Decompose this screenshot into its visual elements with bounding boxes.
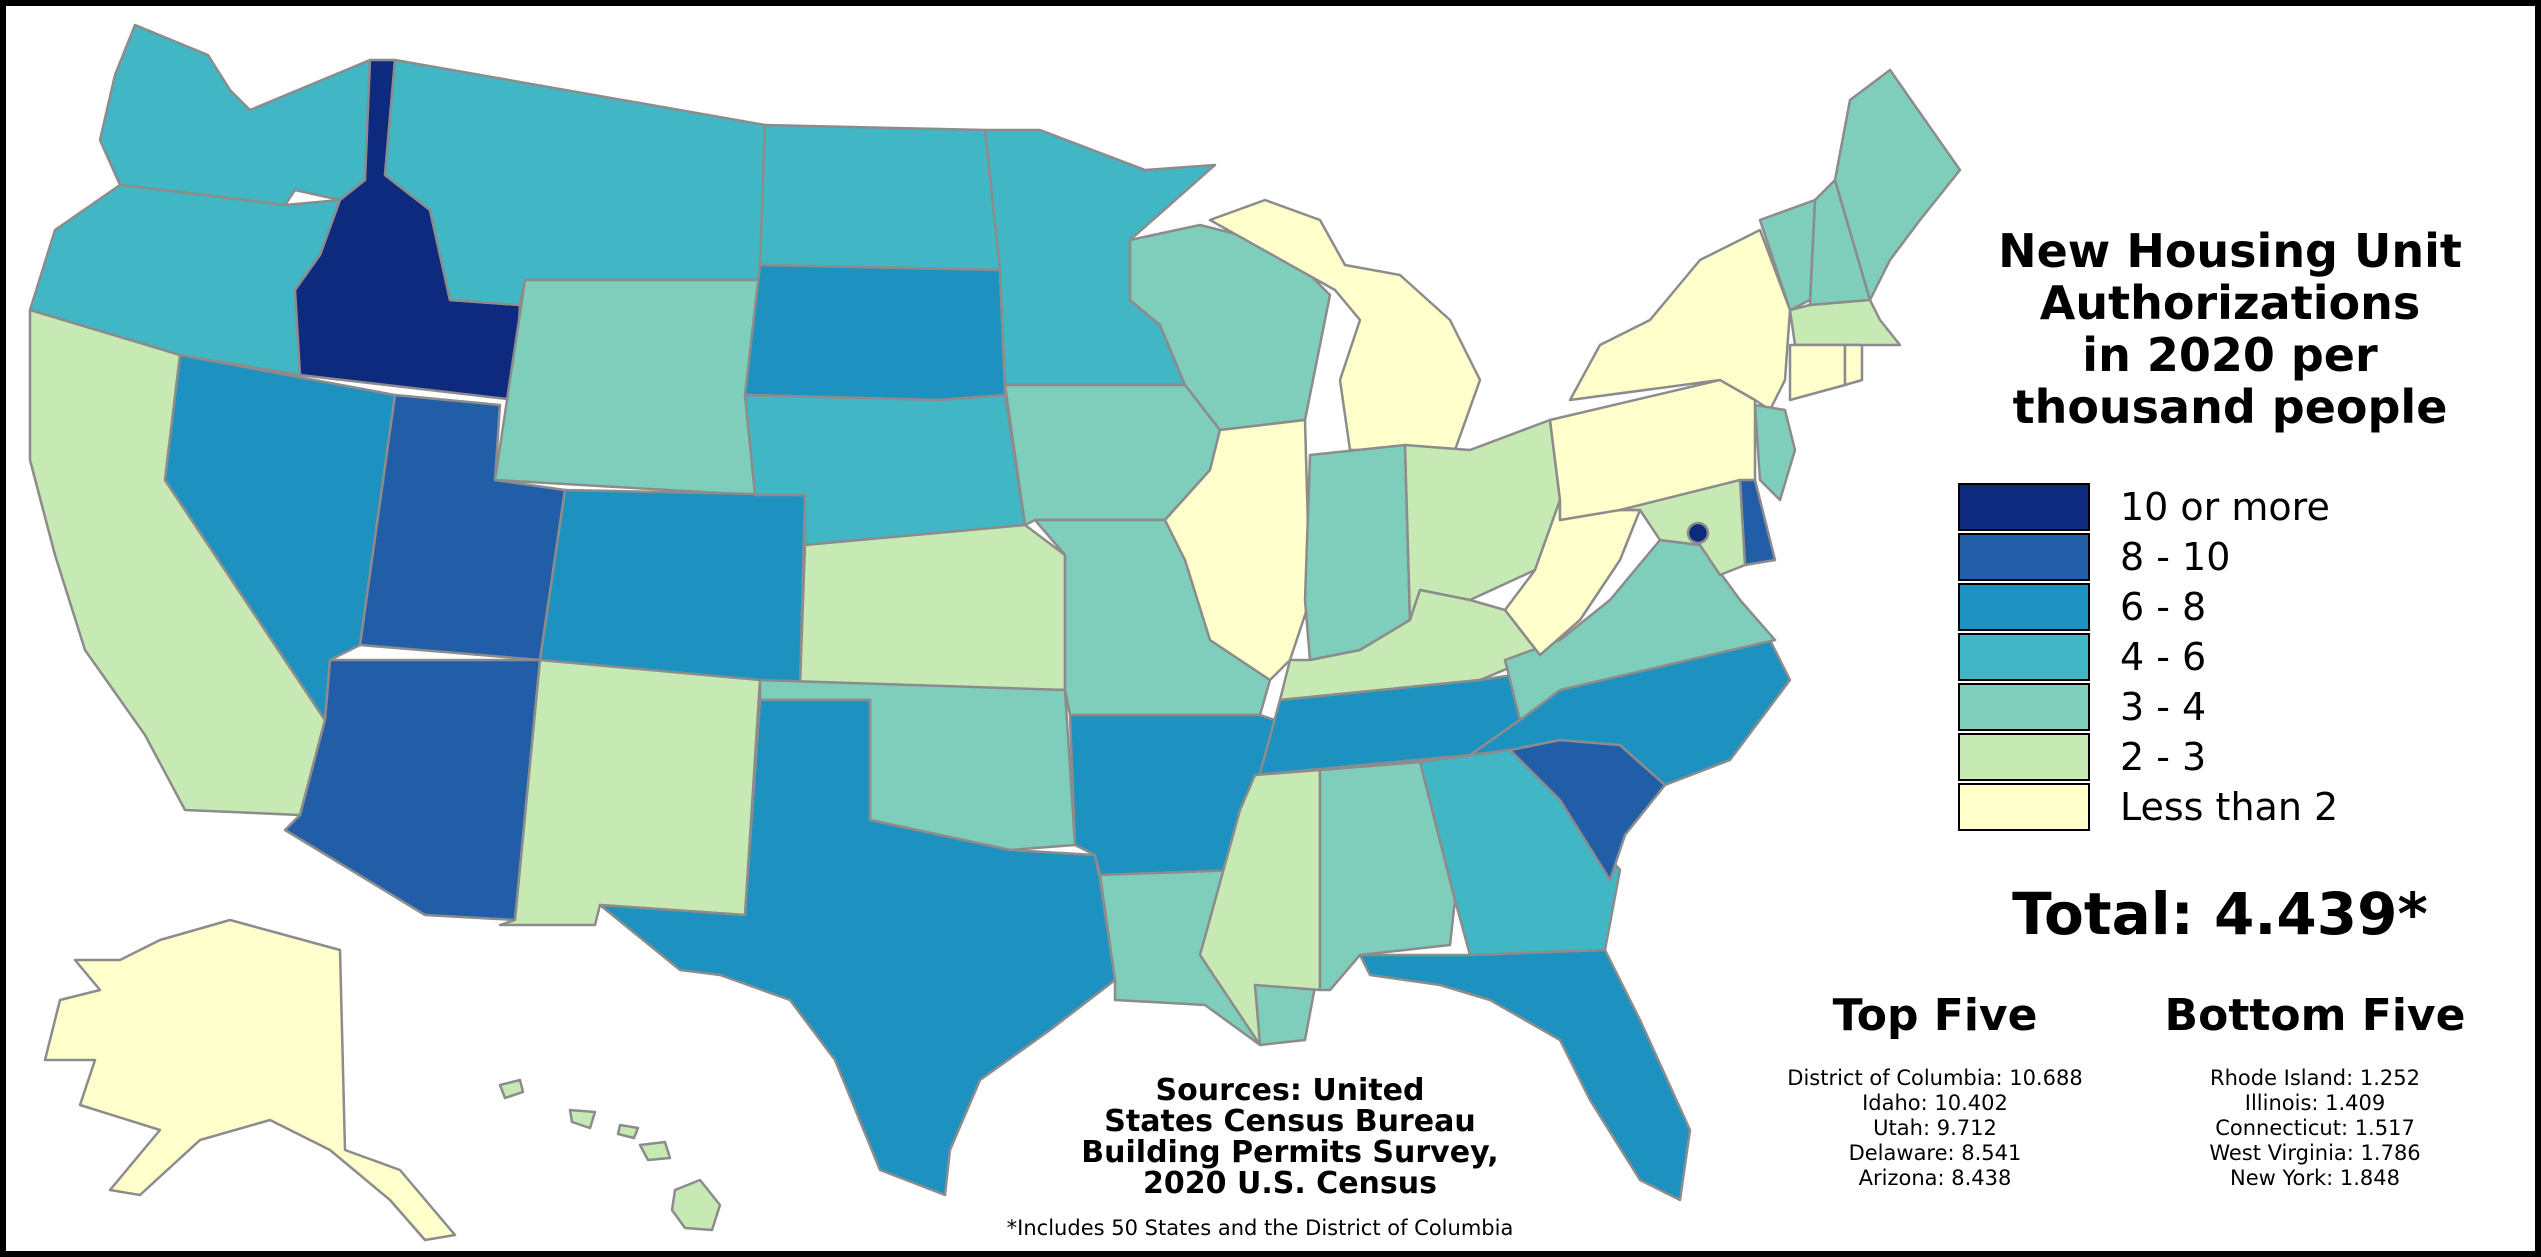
legend-item: 6 - 8 bbox=[1958, 582, 2338, 632]
top-five-list: District of Columbia: 10.688 Idaho: 10.4… bbox=[1745, 1066, 2125, 1191]
state-fl bbox=[1358, 948, 1692, 1202]
state-ri bbox=[1843, 343, 1864, 387]
legend-item: Less than 2 bbox=[1958, 782, 2338, 832]
top-five-heading: Top Five bbox=[1832, 990, 2038, 1041]
legend-swatch bbox=[1958, 732, 2090, 781]
bottom-five-item: Illinois: 1.409 bbox=[2244, 1091, 2386, 1115]
top-five-item: Delaware: 8.541 bbox=[1848, 1141, 2022, 1165]
legend-swatch bbox=[1958, 482, 2090, 531]
legend-item: 4 - 6 bbox=[1958, 632, 2338, 682]
state-tx bbox=[598, 698, 1117, 1197]
legend-swatch bbox=[1958, 532, 2090, 581]
bottom-five-list: Rhode Island: 1.252 Illinois: 1.409 Conn… bbox=[2125, 1066, 2505, 1191]
legend-item: 2 - 3 bbox=[1958, 732, 2338, 782]
legend-label: Less than 2 bbox=[2120, 785, 2339, 829]
legend-label: 10 or more bbox=[2120, 485, 2330, 529]
legend-swatch bbox=[1958, 682, 2090, 731]
map-title: New Housing Unit Authorizations in 2020 … bbox=[1930, 225, 2530, 433]
legend-label: 2 - 3 bbox=[2120, 735, 2207, 779]
legend-label: 6 - 8 bbox=[2120, 585, 2207, 629]
state-ny bbox=[1568, 228, 1792, 412]
state-ma bbox=[1788, 298, 1902, 347]
state-hi-5 bbox=[670, 1178, 722, 1232]
sources-line: Sources: United bbox=[1155, 1073, 1425, 1108]
sources-line: Building Permits Survey, bbox=[1081, 1135, 1499, 1170]
legend-swatch bbox=[1958, 582, 2090, 631]
state-ms bbox=[1198, 768, 1322, 1047]
state-nm bbox=[498, 658, 762, 927]
top-five-item: Arizona: 8.438 bbox=[1858, 1166, 2012, 1190]
title-line: Authorizations bbox=[2039, 276, 2421, 330]
legend-label: 4 - 6 bbox=[2120, 635, 2207, 679]
legend-swatch bbox=[1958, 632, 2090, 681]
sources-note: Sources: United States Census Bureau Bui… bbox=[1070, 1075, 1510, 1199]
state-sd bbox=[743, 263, 1007, 402]
national-total: Total: 4.439* bbox=[2012, 880, 2428, 948]
state-co bbox=[538, 488, 807, 687]
legend-label: 3 - 4 bbox=[2120, 685, 2207, 729]
legend-swatch bbox=[1958, 782, 2090, 831]
state-dc bbox=[1686, 521, 1710, 545]
top-five-item: Utah: 9.712 bbox=[1873, 1116, 1997, 1140]
sources-line: 2020 U.S. Census bbox=[1143, 1166, 1437, 1201]
bottom-five-item: Connecticut: 1.517 bbox=[2215, 1116, 2415, 1140]
legend-item: 10 or more bbox=[1958, 482, 2338, 532]
state-me bbox=[1833, 68, 1962, 302]
legend-label: 8 - 10 bbox=[2120, 535, 2231, 579]
state-hi-4 bbox=[638, 1140, 672, 1162]
state-wa bbox=[98, 23, 372, 207]
state-ak bbox=[43, 918, 457, 1242]
state-md bbox=[1618, 478, 1747, 577]
bottom-five-heading: Bottom Five bbox=[2164, 990, 2466, 1041]
title-line: New Housing Unit bbox=[1998, 224, 2462, 278]
legend-item: 3 - 4 bbox=[1958, 682, 2338, 732]
bottom-five-item: West Virginia: 1.786 bbox=[2209, 1141, 2421, 1165]
title-line: thousand people bbox=[2012, 380, 2448, 434]
legend-item: 8 - 10 bbox=[1958, 532, 2338, 582]
state-nj bbox=[1753, 403, 1797, 502]
state-ct bbox=[1788, 343, 1847, 402]
top-five-item: District of Columbia: 10.688 bbox=[1787, 1066, 2083, 1090]
title-line: in 2020 per bbox=[2082, 328, 2378, 382]
state-mi bbox=[1208, 198, 1482, 452]
bottom-five-item: New York: 1.848 bbox=[2229, 1166, 2401, 1190]
state-ks bbox=[798, 523, 1067, 692]
footnote: *Includes 50 States and the District of … bbox=[1006, 1216, 1514, 1240]
legend: 10 or more 8 - 10 6 - 8 4 - 6 3 - 4 2 - … bbox=[1958, 482, 2338, 832]
state-hi-1 bbox=[498, 1078, 525, 1100]
state-nd bbox=[758, 123, 1002, 272]
state-in bbox=[1303, 443, 1412, 662]
state-hi-3 bbox=[616, 1123, 640, 1140]
top-five-item: Idaho: 10.402 bbox=[1862, 1091, 2008, 1115]
state-mt bbox=[383, 58, 767, 307]
state-wy bbox=[493, 278, 762, 497]
state-hi-2 bbox=[568, 1108, 597, 1130]
bottom-five-item: Rhode Island: 1.252 bbox=[2209, 1066, 2421, 1090]
sources-line: States Census Bureau bbox=[1104, 1104, 1476, 1139]
